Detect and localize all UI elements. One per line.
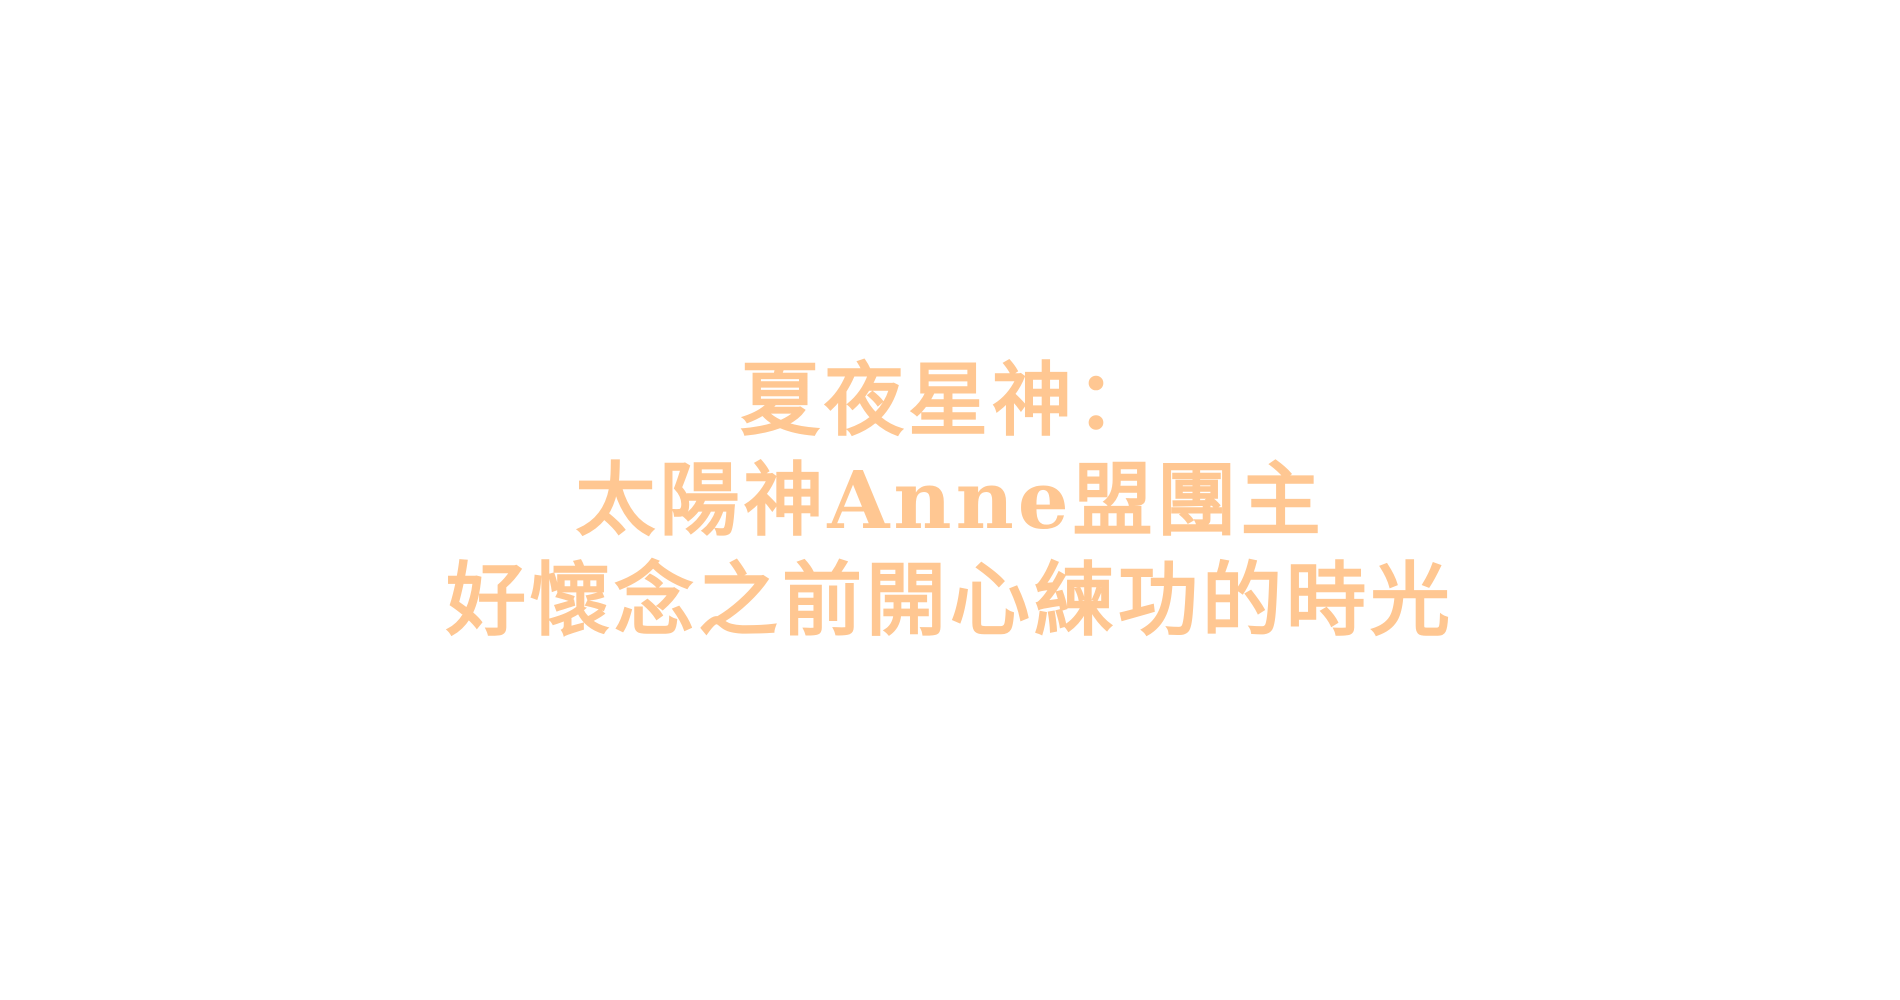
message-text-block: 夏夜星神： 太陽神Anne盟團主 好懷念之前開心練功的時光 bbox=[0, 350, 1900, 650]
message-line-1: 夏夜星神： bbox=[740, 353, 1160, 447]
message-line-3: 好懷念之前開心練功的時光 bbox=[446, 553, 1454, 647]
message-line-2: 太陽神Anne盟團主 bbox=[575, 453, 1325, 547]
